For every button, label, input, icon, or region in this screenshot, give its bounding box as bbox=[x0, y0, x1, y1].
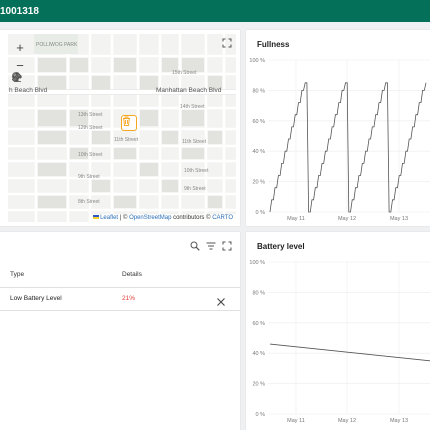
battery-chart-card: Battery level 100 % 80 % 60 % 40 % 20 % 0 % Ma… bbox=[246, 232, 430, 430]
map-card: POLLIWOG PARK h Beach Blvd Manhattan Bea… bbox=[0, 30, 240, 226]
y-tick-label: 20 % bbox=[252, 180, 265, 186]
attribution-separator: | © bbox=[118, 215, 130, 221]
fullscreen-icon bbox=[222, 241, 232, 251]
alarm-type: Low Battery Level bbox=[10, 295, 62, 302]
ukraine-flag-icon bbox=[93, 215, 100, 220]
erase-tool-button[interactable] bbox=[12, 72, 28, 117]
zoom-in-button[interactable]: + bbox=[16, 40, 24, 55]
x-tick-label: May 13 bbox=[390, 216, 408, 222]
alarms-table-card: Type Details Low Battery Level 21% bbox=[0, 232, 240, 430]
filter-button[interactable] bbox=[206, 238, 218, 250]
top-bar: 1001318 bbox=[0, 0, 430, 22]
leaflet-link[interactable]: Leaflet bbox=[100, 215, 119, 221]
alarm-details: 21% bbox=[122, 295, 136, 302]
table-row[interactable]: Low Battery Level 21% bbox=[0, 288, 240, 310]
carto-link[interactable]: CARTO bbox=[212, 215, 233, 221]
attribution-contributors: contributors © bbox=[171, 215, 213, 221]
y-tick-label: 100 % bbox=[249, 260, 265, 266]
chart-title: Fullness bbox=[257, 40, 290, 49]
y-tick-label: 100 % bbox=[249, 58, 265, 64]
street-label: 11th Street bbox=[182, 139, 207, 145]
zoom-out-button[interactable]: − bbox=[16, 58, 24, 73]
expand-button[interactable] bbox=[222, 238, 234, 251]
street-label: 14th Street bbox=[180, 104, 205, 110]
street-label: Manhattan Beach Blvd bbox=[156, 87, 222, 94]
street-label: 12th Street bbox=[78, 125, 103, 131]
x-tick-label: May 11 bbox=[287, 418, 305, 424]
y-tick-label: 80 % bbox=[252, 88, 265, 94]
y-tick-label: 80 % bbox=[252, 290, 265, 296]
y-tick-label: 0 % bbox=[256, 210, 266, 216]
fullness-series-line bbox=[269, 82, 427, 213]
street-label: 10th Street bbox=[184, 168, 209, 174]
street-label: 10th Street bbox=[78, 152, 103, 158]
column-header-details[interactable]: Details bbox=[122, 271, 142, 278]
clear-alarm-button[interactable] bbox=[216, 294, 226, 306]
bin-marker[interactable] bbox=[121, 115, 137, 131]
header-divider bbox=[0, 287, 240, 288]
street-label: 11th Street bbox=[114, 137, 139, 143]
park-label: POLLIWOG PARK bbox=[36, 42, 78, 48]
x-tick-label: May 12 bbox=[338, 418, 356, 424]
y-tick-label: 40 % bbox=[252, 351, 265, 357]
map-tiles bbox=[8, 34, 236, 222]
y-tick-label: 60 % bbox=[252, 119, 265, 125]
fullness-chart: 100 % 80 % 60 % 40 % 20 % 0 % May 11 May 12 May … bbox=[249, 58, 430, 222]
y-tick-label: 20 % bbox=[252, 382, 265, 388]
filter-icon bbox=[206, 242, 216, 250]
search-button[interactable] bbox=[190, 238, 202, 251]
search-icon bbox=[190, 241, 200, 251]
street-label: 9th Street bbox=[78, 174, 100, 180]
eraser-icon bbox=[12, 72, 22, 82]
trash-bin-icon bbox=[123, 116, 130, 126]
device-title: 1001318 bbox=[0, 6, 39, 17]
street-label: 8th Street bbox=[78, 199, 100, 205]
battery-level-chart: 100 % 80 % 60 % 40 % 20 % 0 % May 11 May 12 May … bbox=[249, 260, 430, 424]
chart-title: Battery level bbox=[257, 242, 305, 251]
map[interactable]: POLLIWOG PARK h Beach Blvd Manhattan Bea… bbox=[8, 34, 236, 222]
column-header-type[interactable]: Type bbox=[10, 271, 25, 278]
fullness-chart-card: Fullness 100 % 80 % 60 % 40 % 20 % 0 % May 11 M… bbox=[246, 30, 430, 226]
street-label: h Beach Blvd bbox=[9, 87, 48, 94]
move-arrows-icon bbox=[12, 72, 22, 82]
fullscreen-icon bbox=[222, 38, 232, 48]
map-fullscreen-button[interactable] bbox=[222, 38, 232, 48]
x-tick-label: May 12 bbox=[338, 216, 356, 222]
row-divider bbox=[0, 310, 240, 311]
y-tick-label: 60 % bbox=[252, 321, 265, 327]
y-tick-label: 40 % bbox=[252, 149, 265, 155]
y-tick-label: 0 % bbox=[256, 412, 266, 418]
move-tool-button[interactable] bbox=[12, 72, 28, 102]
zoom-control: + − bbox=[11, 39, 29, 75]
street-label: 13th Street bbox=[78, 112, 103, 118]
street-label: 9th Street bbox=[184, 186, 206, 192]
street-label: 15th Street bbox=[172, 70, 197, 76]
close-icon bbox=[217, 298, 225, 306]
battery-series-line bbox=[269, 343, 430, 362]
table-toolbar bbox=[190, 238, 234, 251]
map-tools bbox=[12, 72, 28, 117]
map-attribution: Leaflet | © OpenStreetMap contributors ©… bbox=[90, 214, 236, 222]
x-tick-label: May 13 bbox=[390, 418, 408, 424]
osm-link[interactable]: OpenStreetMap bbox=[129, 215, 172, 221]
x-tick-label: May 11 bbox=[287, 216, 305, 222]
